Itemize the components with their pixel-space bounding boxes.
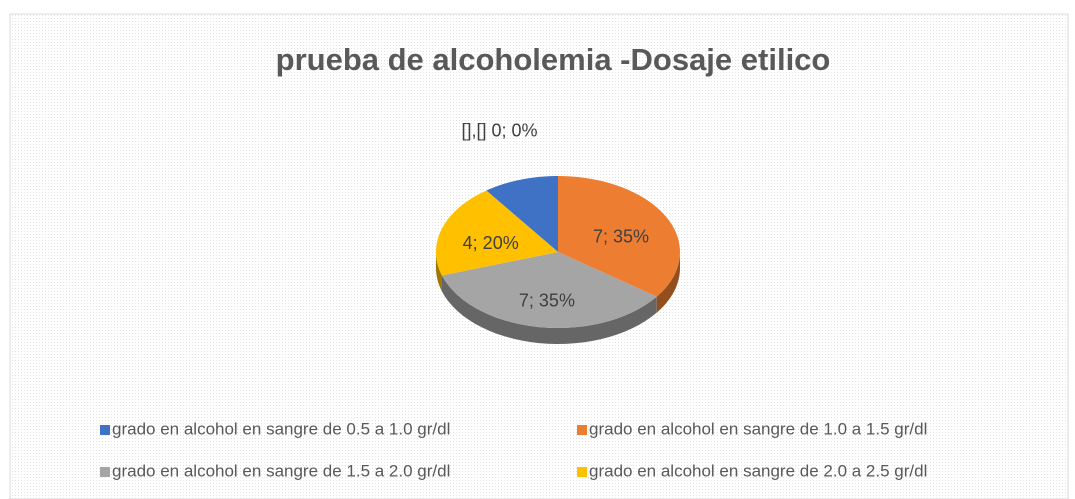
legend-label: grado en alcohol en sangre de 0.5 a 1.0 … xyxy=(112,419,450,438)
slice xyxy=(441,252,657,328)
legend-label: grado en alcohol en sangre de 1.0 a 1.5 … xyxy=(589,419,927,438)
legend-label: grado en alcohol en sangre de 1.5 a 2.0 … xyxy=(112,461,450,480)
slice-side xyxy=(436,252,442,292)
slice xyxy=(486,176,558,252)
legend-label: grado en alcohol en sangre de 2.0 a 2.5 … xyxy=(589,461,927,480)
data-label: [],[] 0; 0% xyxy=(462,121,538,141)
legend-marker xyxy=(577,467,587,477)
slice-side xyxy=(656,252,680,313)
legend-marker xyxy=(100,425,110,435)
data-label: 7; 35% xyxy=(593,227,649,247)
chart-title: prueba de alcoholemia -Dosaje etilico xyxy=(276,42,831,77)
slice xyxy=(436,190,558,276)
data-label: 7; 35% xyxy=(519,290,575,310)
slice-side xyxy=(441,275,657,344)
legend-marker xyxy=(100,467,110,477)
legend-marker xyxy=(577,425,587,435)
slice xyxy=(558,176,680,297)
data-label: 4; 20% xyxy=(463,233,519,253)
